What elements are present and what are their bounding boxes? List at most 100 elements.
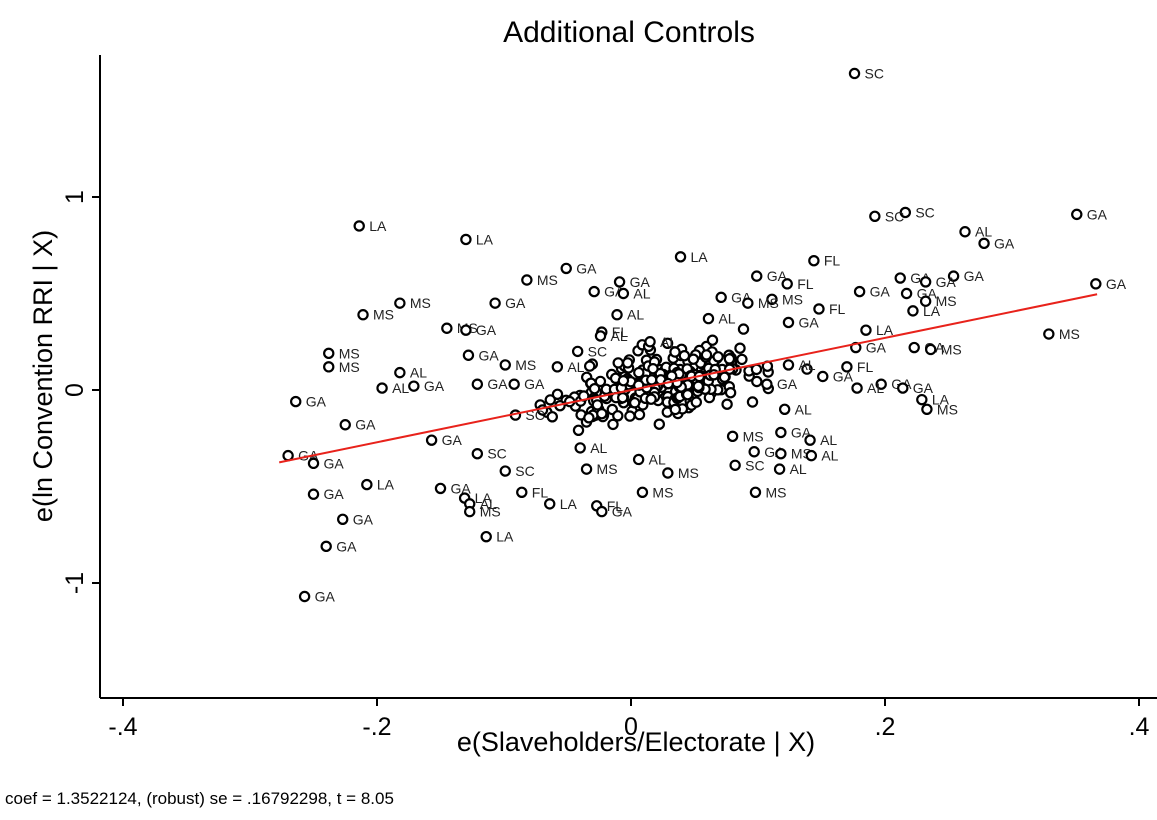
data-point — [723, 353, 736, 365]
data-point — [612, 410, 624, 422]
data-point — [925, 343, 937, 356]
point-label: MS — [515, 357, 536, 373]
data-point — [669, 403, 682, 416]
data-point — [516, 486, 528, 498]
data-point — [607, 418, 619, 431]
data-point — [661, 337, 674, 349]
point-label: LA — [476, 231, 494, 247]
point-label: LA — [496, 529, 514, 545]
data-point — [290, 395, 302, 408]
data-point — [622, 357, 634, 369]
point-label: SC — [865, 65, 884, 81]
data-point — [690, 396, 703, 408]
point-label: GA — [451, 480, 472, 496]
point-label: LA — [876, 322, 894, 338]
point-label: AL — [627, 307, 644, 323]
data-point — [596, 505, 608, 518]
data-point — [337, 513, 349, 526]
point-label: GA — [777, 376, 798, 392]
data-point — [521, 274, 533, 286]
point-label: GA — [478, 347, 499, 363]
point-label: MS — [1059, 326, 1080, 342]
data-point — [361, 478, 373, 491]
point-label: AL — [821, 448, 838, 464]
point-label: GA — [442, 432, 463, 448]
point-label: MS — [480, 504, 501, 520]
point-label: AL — [795, 401, 812, 417]
point-label: AL — [410, 365, 427, 381]
data-point — [841, 361, 853, 373]
point-label: MS — [765, 484, 786, 500]
point-label: MS — [743, 428, 764, 444]
data-point — [551, 361, 564, 373]
data-point — [647, 363, 659, 375]
point-label: FL — [607, 498, 624, 514]
data-point — [736, 353, 748, 366]
data-point — [848, 67, 861, 80]
point-label: GA — [1106, 276, 1127, 292]
data-point — [633, 408, 646, 421]
x-axis-label: e(Slaveholders/Electorate | X) — [457, 727, 815, 757]
data-point — [801, 363, 813, 375]
data-point — [775, 426, 787, 439]
point-label: SC — [487, 446, 506, 462]
data-point — [851, 382, 863, 394]
data-point — [460, 324, 472, 336]
point-label: MS — [537, 272, 558, 288]
chart-title: Additional Controls — [503, 16, 755, 49]
point-label: SC — [588, 343, 607, 359]
point-label: AL — [975, 224, 992, 240]
data-point — [742, 297, 754, 309]
data-point — [307, 488, 320, 500]
x-tick-label: .4 — [1129, 713, 1150, 741]
data-point — [320, 540, 332, 553]
x-tick-label: 0 — [624, 713, 638, 741]
data-point — [462, 349, 475, 361]
y-tick-label: -1 — [61, 572, 89, 594]
data-point — [921, 403, 933, 415]
point-label: GA — [487, 376, 508, 392]
point-label: SC — [915, 204, 934, 220]
data-point — [1090, 278, 1102, 290]
point-label: LA — [475, 490, 493, 506]
point-label: FL — [824, 253, 841, 269]
point-label: GA — [798, 314, 819, 330]
data-point — [737, 323, 750, 335]
data-point — [1071, 208, 1083, 221]
data-point — [613, 276, 626, 288]
data-point — [782, 359, 795, 371]
point-label: SC — [885, 208, 904, 224]
data-point — [712, 351, 724, 363]
data-point — [480, 530, 492, 543]
point-label: MS — [941, 341, 962, 357]
data-point — [1043, 328, 1055, 340]
point-label: MS — [410, 295, 431, 311]
data-point — [692, 380, 705, 392]
data-point — [460, 233, 472, 246]
point-label: GA — [964, 268, 985, 284]
axis-ticks: -.4 -.2 0 .2 .4 -1 0 1 — [61, 190, 1150, 741]
point-label: LA — [932, 392, 950, 408]
data-point — [583, 412, 595, 424]
point-label: GA — [353, 511, 374, 527]
data-point — [644, 336, 656, 348]
point-label: GA — [630, 274, 651, 290]
data-point — [612, 357, 624, 369]
data-point — [959, 226, 971, 238]
point-label: AL — [567, 359, 584, 375]
data-point — [471, 378, 484, 390]
data-point — [900, 287, 913, 300]
data-point — [662, 467, 674, 479]
x-tick-label: -.2 — [362, 713, 391, 741]
data-point — [339, 419, 351, 431]
point-label: GA — [476, 322, 497, 338]
data-point — [860, 324, 872, 336]
data-point — [636, 486, 649, 498]
data-point — [674, 251, 687, 263]
point-label: MS — [597, 461, 618, 477]
data-point — [571, 345, 584, 358]
data-point — [678, 350, 691, 362]
point-label: FL — [829, 301, 846, 317]
point-label: LA — [369, 218, 387, 234]
